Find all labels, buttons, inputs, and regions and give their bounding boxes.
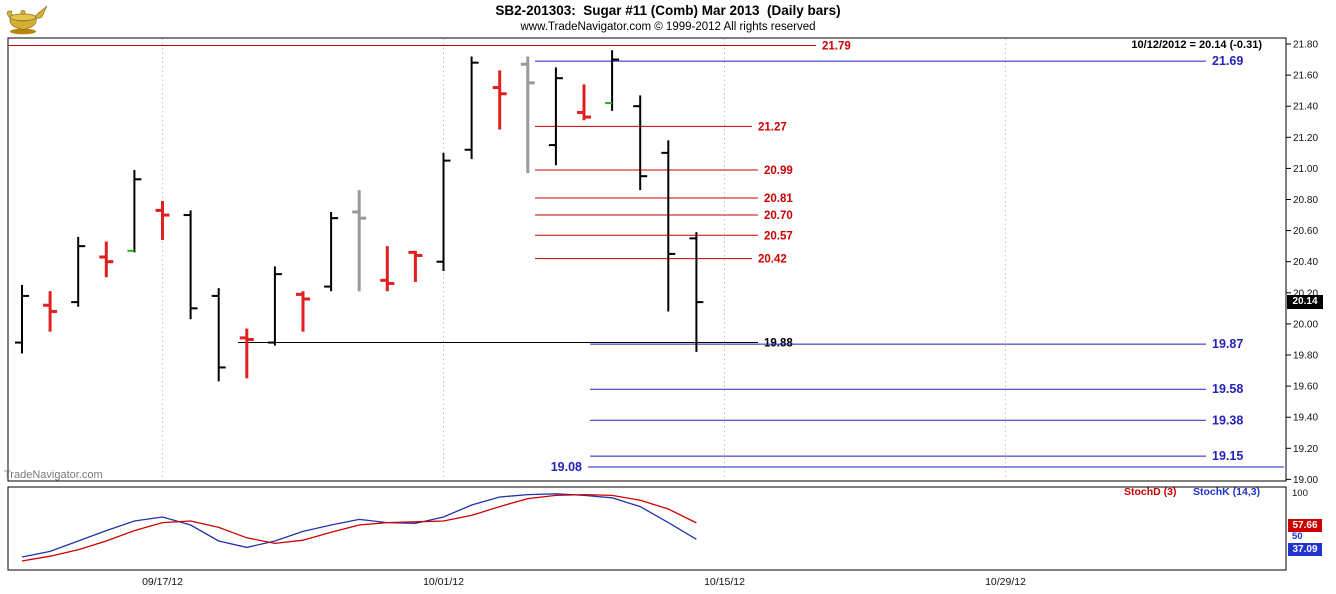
watermark: TradeNavigator.com bbox=[4, 469, 103, 481]
price-tick-label: 20.00 bbox=[1293, 319, 1318, 330]
stoch-scale-50: 50 bbox=[1292, 531, 1303, 542]
last-price-badge: 20.14 bbox=[1287, 295, 1323, 309]
level-label-21.79: 21.79 bbox=[822, 41, 851, 53]
price-tick-label: 21.20 bbox=[1293, 133, 1318, 144]
stoch-k-legend[interactable]: StochK (14,3) bbox=[1193, 486, 1261, 498]
price-tick-label: 21.60 bbox=[1293, 71, 1318, 82]
price-tick-label: 19.80 bbox=[1293, 351, 1318, 362]
chart-title: SB2-201303: Sugar #11 (Comb) Mar 2013 (D… bbox=[495, 3, 841, 18]
x-axis-date-label: 09/17/12 bbox=[142, 576, 183, 588]
level-label-21.69: 21.69 bbox=[1212, 54, 1243, 68]
level-label-20.42: 20.42 bbox=[758, 254, 787, 266]
price-tick-label: 20.80 bbox=[1293, 195, 1318, 206]
level-label-19.38: 19.38 bbox=[1212, 413, 1243, 427]
price-tick-label: 20.60 bbox=[1293, 226, 1318, 237]
copyright-line: www.TradeNavigator.com © 1999-2012 All r… bbox=[520, 21, 816, 33]
stoch-d-value-badge: 57.66 bbox=[1288, 519, 1322, 532]
stoch-k-value-badge: 37.09 bbox=[1288, 543, 1322, 556]
price-tick-label: 19.60 bbox=[1293, 382, 1318, 393]
price-tick-label: 19.40 bbox=[1293, 413, 1318, 424]
trade-navigator-logo-icon bbox=[6, 5, 48, 35]
price-tick-label: 21.00 bbox=[1293, 164, 1318, 175]
price-panel-border bbox=[7, 37, 1287, 482]
stoch-scale-100: 100 bbox=[1292, 488, 1308, 499]
level-label-19.15: 19.15 bbox=[1212, 449, 1243, 463]
level-label-19.08: 19.08 bbox=[551, 460, 582, 474]
level-label-20.99: 20.99 bbox=[764, 165, 793, 177]
price-tick-label: 20.40 bbox=[1293, 257, 1318, 268]
level-label-19.87: 19.87 bbox=[1212, 337, 1243, 351]
stoch-d-line bbox=[21, 493, 697, 562]
level-label-19.88: 19.88 bbox=[764, 338, 793, 350]
level-label-20.81: 20.81 bbox=[764, 193, 793, 205]
level-label-21.27: 21.27 bbox=[758, 121, 787, 133]
level-label-20.70: 20.70 bbox=[764, 210, 793, 222]
price-tick-label: 20.20 bbox=[1293, 288, 1318, 299]
price-tick-label: 19.00 bbox=[1293, 475, 1318, 486]
stoch-panel-border bbox=[7, 486, 1287, 571]
stoch-k-line bbox=[21, 493, 697, 558]
price-tick-label: 21.40 bbox=[1293, 102, 1318, 113]
price-tick-label: 21.80 bbox=[1293, 40, 1318, 51]
level-label-19.58: 19.58 bbox=[1212, 382, 1243, 396]
x-axis-date-label: 10/29/12 bbox=[985, 576, 1026, 588]
stoch-d-legend[interactable]: StochD (3) bbox=[1124, 486, 1177, 498]
x-axis-date-label: 10/01/12 bbox=[423, 576, 464, 588]
price-tick-label: 19.20 bbox=[1293, 444, 1318, 455]
x-axis-date-label: 10/15/12 bbox=[704, 576, 745, 588]
last-quote-readout: 10/12/2012 = 20.14 (-0.31) bbox=[1131, 39, 1262, 51]
level-label-20.57: 20.57 bbox=[764, 230, 793, 242]
